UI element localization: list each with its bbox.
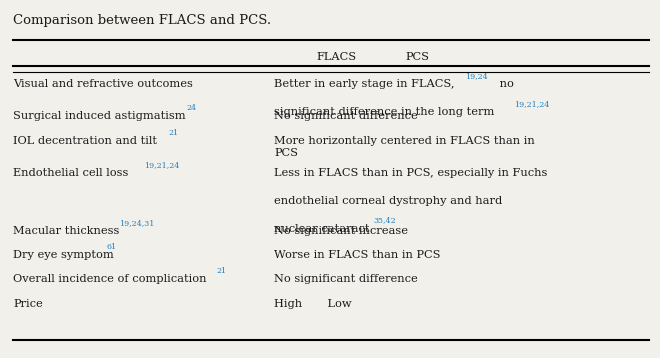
- Text: No significant increase: No significant increase: [274, 226, 408, 236]
- Text: Dry eye symptom: Dry eye symptom: [13, 250, 114, 260]
- Text: 61: 61: [107, 243, 117, 251]
- Text: significant difference in the long term: significant difference in the long term: [274, 107, 494, 117]
- Text: endothelial corneal dystrophy and hard: endothelial corneal dystrophy and hard: [274, 196, 502, 206]
- Text: 19,24: 19,24: [465, 72, 488, 80]
- Text: 19,21,24: 19,21,24: [143, 161, 179, 169]
- Text: 19,21,24: 19,21,24: [514, 100, 549, 108]
- Text: 24: 24: [186, 104, 197, 112]
- Text: Macular thickness: Macular thickness: [13, 226, 119, 236]
- Text: Endothelial cell loss: Endothelial cell loss: [13, 168, 129, 178]
- Text: no: no: [496, 79, 514, 89]
- Text: Less in FLACS than in PCS, especially in Fuchs: Less in FLACS than in PCS, especially in…: [274, 168, 548, 178]
- Text: Surgical induced astigmatism: Surgical induced astigmatism: [13, 111, 186, 121]
- Text: FLACS: FLACS: [317, 52, 357, 62]
- Text: PCS: PCS: [406, 52, 430, 62]
- Text: IOL decentration and tilt: IOL decentration and tilt: [13, 136, 157, 146]
- Text: No significant difference: No significant difference: [274, 274, 418, 284]
- Text: No significant difference: No significant difference: [274, 111, 418, 121]
- Text: More horizontally centered in FLACS than in
PCS: More horizontally centered in FLACS than…: [274, 136, 535, 158]
- Text: Comparison between FLACS and PCS.: Comparison between FLACS and PCS.: [13, 14, 271, 27]
- Text: Visual and refractive outcomes: Visual and refractive outcomes: [13, 79, 193, 89]
- Text: 21: 21: [217, 267, 227, 275]
- Text: Overall incidence of complication: Overall incidence of complication: [13, 274, 207, 284]
- Text: 35,42: 35,42: [374, 217, 396, 225]
- Text: High       Low: High Low: [274, 299, 352, 309]
- Text: 19,24,31: 19,24,31: [119, 219, 154, 227]
- Text: 21: 21: [168, 129, 178, 137]
- Text: Better in early stage in FLACS,: Better in early stage in FLACS,: [274, 79, 455, 89]
- Text: Worse in FLACS than in PCS: Worse in FLACS than in PCS: [274, 250, 441, 260]
- Text: Price: Price: [13, 299, 43, 309]
- Text: nuclear cataract: nuclear cataract: [274, 224, 370, 234]
